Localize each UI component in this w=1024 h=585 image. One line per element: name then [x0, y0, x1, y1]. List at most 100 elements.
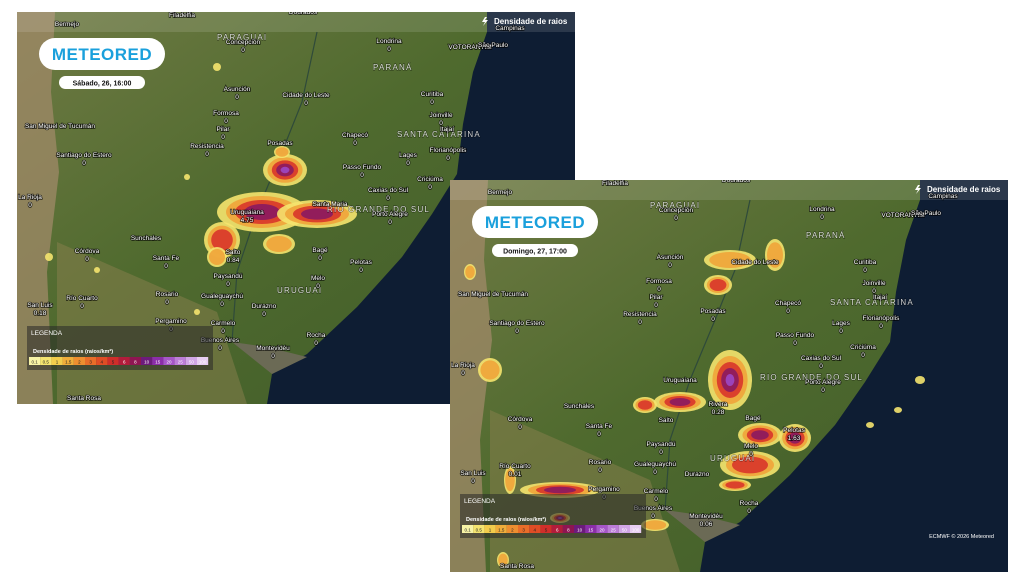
city-name: Santa Maria: [312, 201, 347, 208]
legend-value: 25: [178, 360, 184, 365]
city-name: Uruguaiana: [663, 377, 697, 384]
legend-swatch: [73, 357, 85, 365]
city-name: Campinas: [928, 193, 958, 200]
date-pill: [492, 244, 578, 257]
map-panel: PARAGUAI PARANÁ SANTA CATARINA RIO GRANDE D…: [450, 180, 1008, 572]
city-name: Bermejo: [488, 189, 513, 196]
city-value: 0: [205, 151, 209, 158]
city-value: 0: [28, 202, 32, 209]
city-name: Caxias do Sul: [801, 355, 842, 362]
legend-value: 1: [56, 360, 59, 365]
city-value: 0: [861, 352, 865, 359]
lightning-area: [301, 208, 333, 220]
legend-swatch: [51, 357, 63, 365]
city-value: 0: [218, 345, 222, 352]
city-value: 0: [386, 195, 390, 202]
city-name: Rosario: [156, 291, 179, 298]
legend-swatch: [107, 357, 119, 365]
lightning-area: [505, 468, 515, 492]
ocean: [700, 180, 1008, 572]
city-name: Paysandú: [214, 273, 243, 280]
lightning-area: [669, 398, 691, 406]
legend-value: 0.1: [464, 528, 471, 533]
region-label: RIO GRANDE DO SUL: [760, 373, 863, 382]
city-value: 0: [872, 288, 876, 295]
city-name: Sunchales: [564, 403, 595, 410]
legend-value: 10: [577, 528, 583, 533]
lightning-area: [637, 400, 653, 410]
city-name: San Miguel de Tucumán: [458, 291, 528, 298]
andes: [450, 180, 492, 572]
city-value: 0: [428, 184, 432, 191]
city-value: 0: [241, 47, 245, 54]
header-title: Densidade de raios: [494, 17, 568, 26]
city-value: 0: [786, 308, 790, 315]
lightning-area: [480, 360, 500, 380]
legend-value: 4: [101, 360, 104, 365]
city-name: San Miguel de Tucumán: [25, 123, 95, 130]
city-name: Formosa: [646, 278, 672, 285]
city-value: 0: [164, 263, 168, 270]
legend-value: 100: [632, 528, 640, 533]
region-label: PARAGUAI: [217, 33, 267, 42]
city-name: Lages: [832, 320, 850, 327]
legend-value: 5: [545, 528, 548, 533]
city-value: 0: [668, 262, 672, 269]
legend-swatch: [473, 525, 485, 533]
city-value: 0: [85, 256, 89, 263]
city-name: Resistencia: [623, 311, 657, 318]
city-name: Posadas: [700, 308, 726, 315]
legend-value: 20: [599, 528, 605, 533]
city-value: 0: [262, 311, 266, 318]
city-value: 0: [839, 328, 843, 335]
city-name: Melo: [744, 443, 758, 450]
region-label: SANTA CATARINA: [397, 130, 481, 139]
city-name: Salto: [659, 417, 674, 424]
city-name: Resistencia: [190, 143, 224, 150]
city-name: Itajaí: [873, 294, 887, 301]
date: Sábado, 26, 16:00: [73, 81, 132, 88]
legend-swatch: [62, 357, 74, 365]
lightning-area: [915, 376, 925, 384]
city-name: Campinas: [495, 25, 525, 32]
legend-swatch: [596, 525, 608, 533]
city-name: Gualeguaychú: [201, 293, 243, 300]
city-name: Melo: [311, 275, 325, 282]
city-name: Cidade do Leste: [731, 259, 779, 266]
legend-swatch: [185, 357, 197, 365]
legend-value: 15: [155, 360, 161, 365]
city-name: Rosario: [589, 459, 612, 466]
lightning-area: [45, 253, 53, 261]
legend-value: 20: [166, 360, 172, 365]
city-name: Passo Fundo: [776, 332, 815, 339]
lightning-area: [194, 309, 200, 315]
city-name: Pergamino: [155, 318, 187, 325]
city-value: 0: [659, 449, 663, 456]
city-value: 0: [879, 323, 883, 330]
city-name: Carmelo: [644, 488, 669, 495]
city-name: Río Cuarto: [66, 295, 98, 302]
logo-pill: [39, 38, 165, 70]
legend-value: 6: [556, 528, 559, 533]
city-value: 0: [471, 478, 475, 485]
legend-swatch: [585, 525, 597, 533]
city-value: 0: [597, 431, 601, 438]
lightning-area: [266, 236, 292, 252]
city-value: 0: [749, 451, 753, 458]
header-title: Densidade de raios: [927, 185, 1001, 194]
city-value: 0: [598, 467, 602, 474]
legend-swatch: [129, 357, 141, 365]
legend-title: LEGENDA: [31, 330, 63, 337]
legend-value: 1.5: [65, 360, 72, 365]
city-value: 0.18: [34, 310, 47, 317]
lightning-area: [544, 486, 576, 494]
lightning-area: [213, 63, 221, 71]
city-name: São Paulo: [911, 210, 941, 217]
city-name: Filadelfia: [169, 12, 195, 19]
city-name: Filadelfia: [602, 180, 628, 187]
legend-swatch: [163, 357, 175, 365]
city-value: 0: [821, 387, 825, 394]
city-name: Dourados: [289, 12, 318, 16]
legend-swatch: [607, 525, 619, 533]
city-value: 0: [316, 283, 320, 290]
